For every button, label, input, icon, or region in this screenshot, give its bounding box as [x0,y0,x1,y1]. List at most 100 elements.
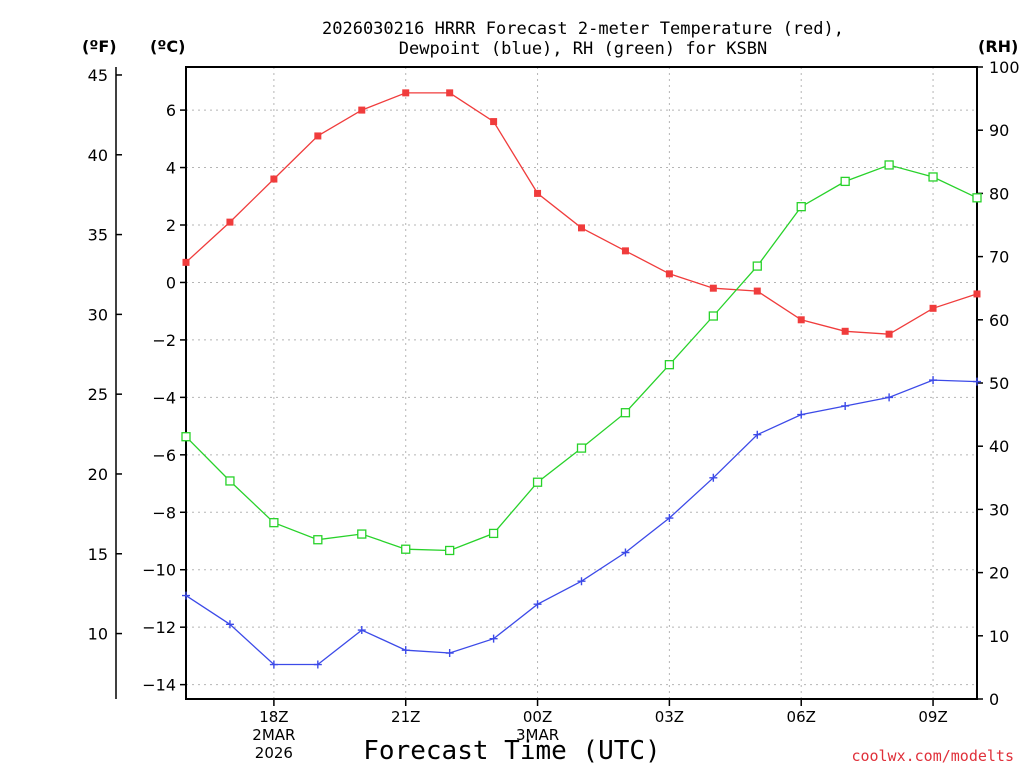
rh-tick-label: 30 [989,500,1009,519]
celsius-tick-label: 6 [166,101,176,120]
rh-tick-label: 10 [989,627,1009,646]
temperature-point [665,270,673,278]
dewpoint-point [577,577,586,586]
dewpoint-point [753,430,762,439]
temperature-point [270,175,278,183]
dewpoint-point [665,514,674,523]
fahrenheit-unit-label: (ºF) [82,37,117,56]
fahrenheit-tick-label: 25 [88,385,108,404]
dewpoint-point [797,410,806,419]
fahrenheit-tick-label: 10 [88,625,108,644]
dewpoint-point [533,600,542,609]
rh-point [532,477,543,487]
celsius-tick-label: −14 [142,676,176,695]
fahrenheit-tick-label: 15 [88,545,108,564]
fahrenheit-tick-label: 40 [88,146,108,165]
fahrenheit-tick-label: 45 [88,66,108,85]
dewpoint-point [709,473,718,482]
chart-title-line-1: 2026030216 HRRR Forecast 2-meter Tempera… [322,19,844,39]
x-axis-title: Forecast Time (UTC) [363,736,660,766]
rh-tick-label: 100 [989,58,1020,77]
dewpoint-point [885,393,894,402]
dewpoint-point [225,620,234,629]
plot-frame [185,66,978,700]
series-rh [181,160,982,556]
celsius-tick-label: −8 [152,503,176,522]
temperature-point [446,89,454,97]
fahrenheit-tick-label: 20 [88,465,108,484]
celsius-tick-label: −2 [152,331,176,350]
temperature-line [185,92,978,335]
temperature-point [797,316,805,324]
rh-tick-label: 70 [989,248,1009,267]
temperature-point [534,189,542,197]
x-tick-label: 2MAR [252,726,295,744]
temperature-point [490,118,498,126]
dewpoint-point [182,591,190,600]
celsius-tick-label: −12 [142,618,176,637]
rh-tick-label: 20 [989,564,1009,583]
temperature-point [621,247,629,255]
rh-point [576,443,587,453]
rh-point [225,476,235,486]
celsius-tick-label: −6 [152,446,176,465]
dewpoint-point [357,626,366,635]
temperature-point [709,284,717,292]
temperature-point [885,330,893,338]
rh-point [752,261,762,271]
rh-point [840,176,850,187]
rh-point [796,202,806,212]
x-tick-label: 2026 [255,744,293,762]
x-tick-label: 00Z [523,708,552,726]
dewpoint-point [401,646,410,655]
dewpoint-line [185,379,978,666]
x-tick-label: 21Z [391,708,420,726]
rh-unit-label: (RH) [978,37,1018,56]
source-credit: coolwx.com/modelts [851,747,1014,765]
x-tick-label: 3MAR [516,726,559,744]
rh-point [620,408,631,418]
temperature-point [226,218,234,226]
rh-tick-label: 90 [989,121,1009,140]
temperature-point [358,106,366,114]
chart-title-line-2: Dewpoint (blue), RH (green) for KSBN [399,39,767,59]
series-layer [181,89,982,669]
temperature-point [402,89,410,97]
rh-point [269,518,279,528]
celsius-unit-label: (ºC) [150,37,185,56]
dewpoint-point [269,660,278,669]
rh-point [928,172,938,182]
rh-tick-label: 40 [989,437,1009,456]
rh-point [445,545,455,556]
rh-point [401,544,411,554]
dewpoint-point [621,548,630,557]
celsius-tick-label: 4 [166,159,176,178]
celsius-tick-label: −4 [152,388,176,407]
dewpoint-point [929,376,938,385]
temperature-point [314,132,322,140]
dewpoint-point [445,649,454,658]
dewpoint-point [973,377,981,386]
dewpoint-point [489,634,498,643]
fahrenheit-tick-label: 30 [88,305,108,324]
dewpoint-point [841,401,850,410]
rh-point [972,193,982,203]
gridlines [186,67,977,699]
temperature-point [929,304,937,312]
rh-point [708,311,718,321]
series-dewpoint [182,376,981,669]
rh-point [664,360,675,370]
temperature-point [973,290,981,298]
rh-tick-label: 80 [989,184,1009,203]
x-tick-label: 03Z [655,708,684,726]
celsius-tick-label: 0 [166,273,176,292]
dewpoint-point [313,660,322,669]
temperature-point [182,258,190,266]
x-tick-label: 18Z [259,708,288,726]
fahrenheit-tick-label: 35 [88,226,108,245]
rh-point [357,529,367,539]
x-tick-label: 09Z [918,708,947,726]
axes: 6420−2−4−6−8−10−12−144540353025201510100… [88,58,1020,762]
rh-tick-label: 50 [989,374,1009,393]
